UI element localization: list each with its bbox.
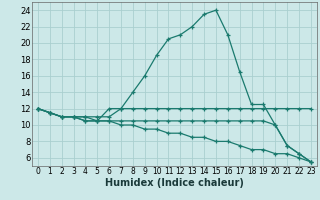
- X-axis label: Humidex (Indice chaleur): Humidex (Indice chaleur): [105, 178, 244, 188]
